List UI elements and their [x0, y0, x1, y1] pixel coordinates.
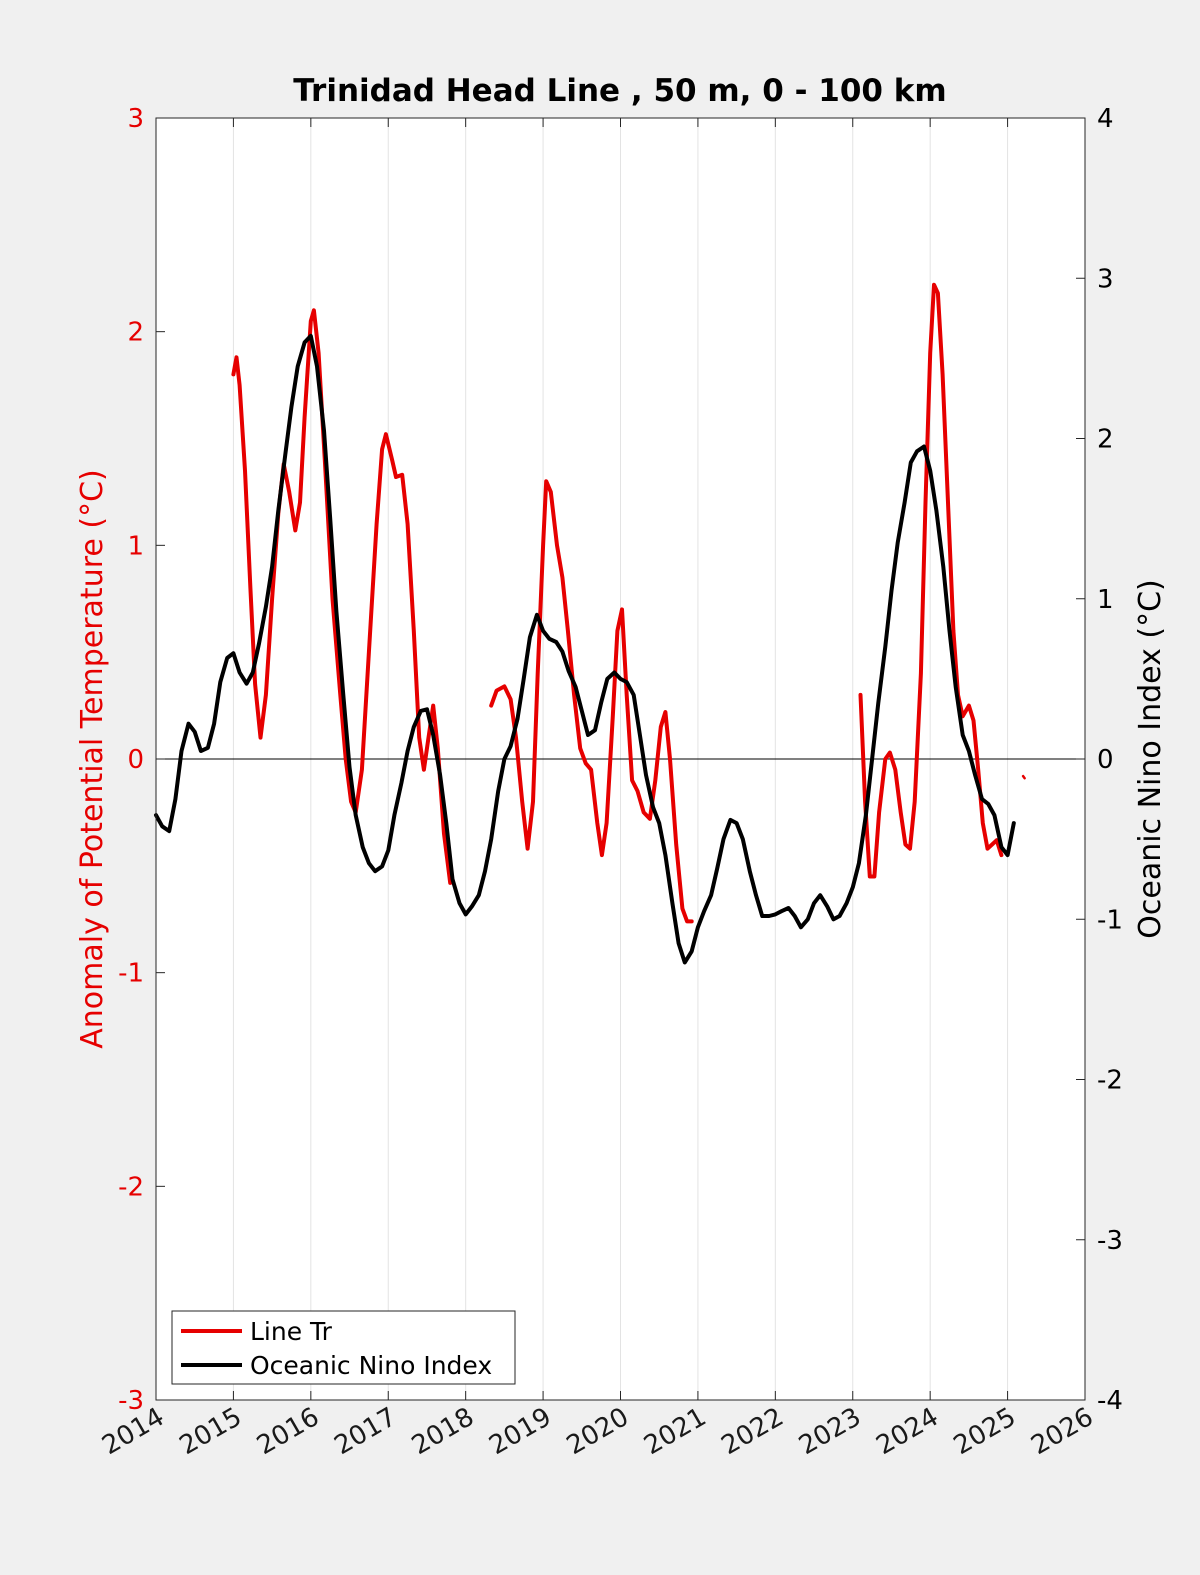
legend: Line Tr Oceanic Nino Index [171, 1310, 516, 1385]
legend-label-line-tr: Line Tr [250, 1317, 333, 1346]
chart-title: Trinidad Head Line , 50 m, 0 - 100 km [293, 73, 946, 109]
y-tick-label-right: 2 [1097, 425, 1114, 455]
y-tick-label-left: 1 [127, 531, 144, 561]
series-layer [154, 282, 1026, 965]
y-tick-label-right: 3 [1097, 264, 1114, 294]
series-line-line-tr [1021, 774, 1026, 780]
y-tick-label-right: -2 [1097, 1066, 1123, 1096]
y-tick-label-right: -1 [1097, 905, 1123, 935]
y-tick-label-left: 3 [127, 104, 144, 134]
legend-box [171, 1310, 516, 1385]
series-line-line-tr [858, 282, 1004, 879]
legend-label-oni: Oceanic Nino Index [250, 1351, 492, 1380]
y-axis-label-right: Oceanic Nino Index (°C) [1133, 579, 1168, 939]
series-line-line-tr [489, 479, 694, 924]
y-tick-label-right: 1 [1097, 585, 1114, 615]
series-line-oceanic-nino-index [154, 333, 1016, 965]
y-tick-label-right: 0 [1097, 745, 1114, 775]
y-tick-label-left: -2 [118, 1172, 144, 1202]
y-tick-label-left: 2 [127, 318, 144, 348]
y-tick-label-left: -1 [118, 959, 144, 989]
series-line-line-tr [231, 308, 453, 885]
y-tick-label-right: -4 [1097, 1386, 1123, 1416]
y-tick-label-right: 4 [1097, 104, 1114, 134]
y-tick-label-left: -3 [118, 1386, 144, 1416]
y-tick-label-right: -3 [1097, 1226, 1123, 1256]
y-axis-label-left: Anomaly of Potential Temperature (°C) [75, 469, 110, 1048]
y-tick-label-left: 0 [127, 745, 144, 775]
